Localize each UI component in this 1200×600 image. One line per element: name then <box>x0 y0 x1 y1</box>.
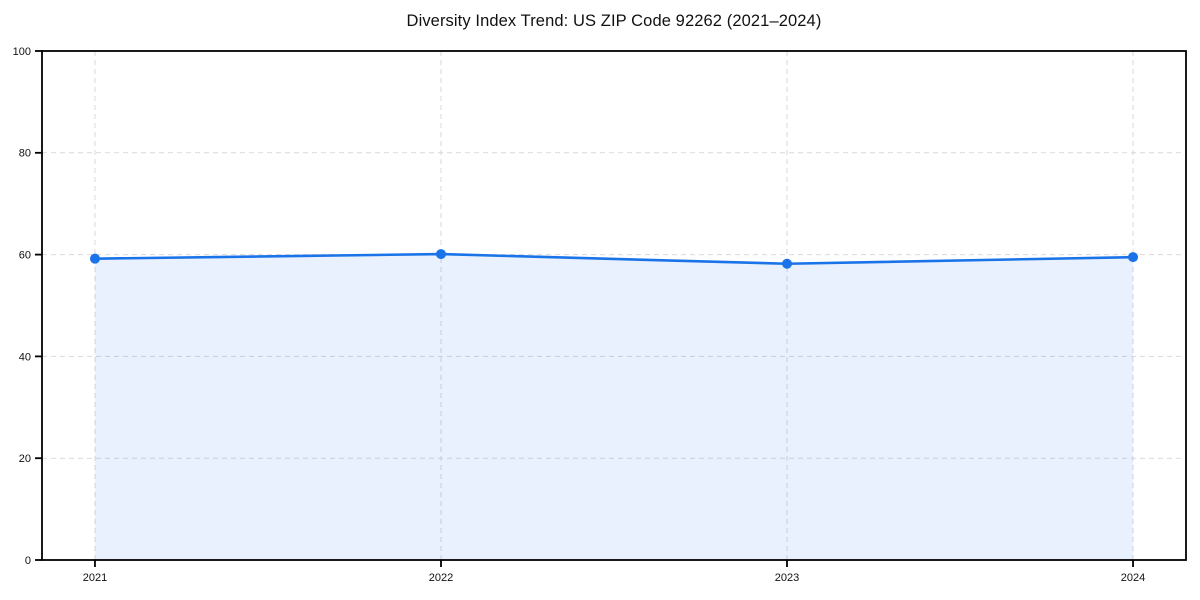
area-fill <box>94 254 1134 560</box>
data-point <box>1128 252 1139 263</box>
y-tick-label: 20 <box>19 453 31 465</box>
data-point <box>782 258 793 269</box>
x-tick-label: 2022 <box>429 572 453 584</box>
data-line <box>93 252 1135 266</box>
data-point <box>435 249 446 260</box>
y-tick-label: 0 <box>25 555 31 567</box>
data-point <box>89 253 100 264</box>
y-tick-label: 100 <box>13 46 31 58</box>
x-tick-label: 2024 <box>1121 572 1145 584</box>
plot-border <box>41 50 1187 561</box>
chart-title: Diversity Index Trend: US ZIP Code 92262… <box>406 12 822 30</box>
y-tick-label: 40 <box>19 351 31 363</box>
y-tick-label: 60 <box>19 249 31 261</box>
x-tick-label: 2021 <box>83 572 107 584</box>
x-tick-label: 2023 <box>775 572 799 584</box>
y-tick-label: 80 <box>19 148 31 160</box>
